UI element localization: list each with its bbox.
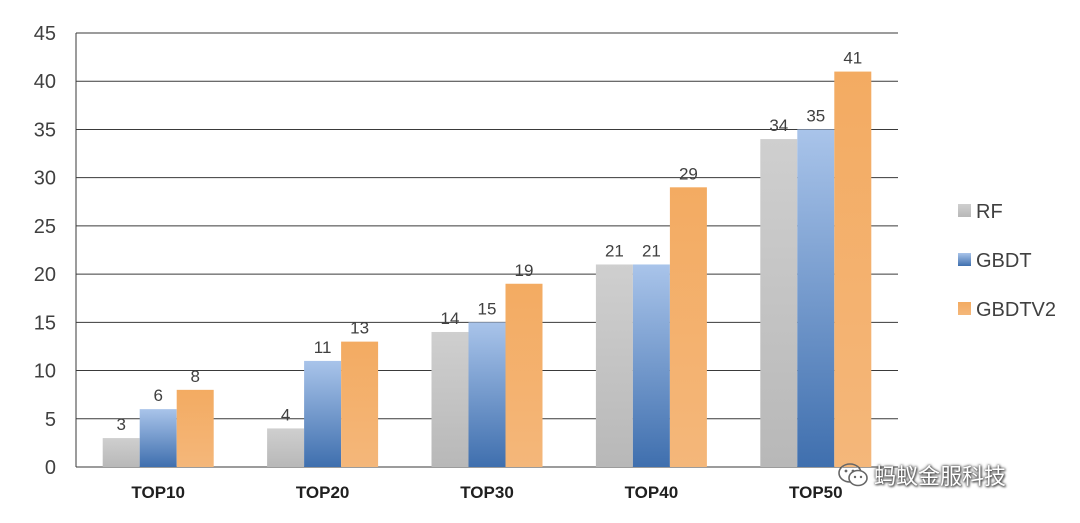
x-tick-label: TOP30 xyxy=(460,483,514,502)
x-tick-label: TOP10 xyxy=(131,483,185,502)
bar-rf-top40 xyxy=(595,264,633,467)
axes-group: 0 5 10 15 20 25 30 35 40 45 TOP10 TOP20 TOP30 TOP40 TO… xyxy=(34,23,843,502)
bars-group xyxy=(102,71,872,468)
y-tick-label: 0 xyxy=(45,457,56,479)
data-label: 6 xyxy=(153,386,162,405)
data-label: 34 xyxy=(769,116,788,135)
bar-gbdt-top40 xyxy=(632,264,670,467)
bar-rf-top50 xyxy=(760,139,798,468)
watermark-text: 蚂蚁金服科技 xyxy=(874,465,1007,490)
legend-swatch-rf xyxy=(958,204,971,217)
data-label: 13 xyxy=(350,319,369,338)
bar-rf-top10 xyxy=(102,438,140,467)
bar-gbdtv2-top20 xyxy=(341,341,379,467)
bar-gbdtv2-top50 xyxy=(834,71,872,468)
data-label: 14 xyxy=(441,309,460,328)
bar-gbdt-top50 xyxy=(797,129,835,467)
bar-rf-top20 xyxy=(267,428,305,467)
bar-gbdt-top10 xyxy=(139,409,177,467)
legend: RF GBDT GBDTV2 xyxy=(958,201,1056,321)
y-tick-label: 45 xyxy=(34,23,56,45)
legend-label-rf: RF xyxy=(976,201,1003,223)
legend-swatch-gbdt xyxy=(958,253,971,266)
y-tick-label: 10 xyxy=(34,361,56,383)
bar-gbdtv2-top30 xyxy=(505,283,543,467)
x-tick-label: TOP20 xyxy=(296,483,350,502)
data-label: 21 xyxy=(642,241,661,260)
y-tick-label: 30 xyxy=(34,168,56,190)
data-label: 29 xyxy=(679,164,698,183)
data-label: 4 xyxy=(281,405,290,424)
x-tick-label: TOP50 xyxy=(789,483,843,502)
bar-gbdt-top30 xyxy=(468,322,506,467)
bar-gbdt-top20 xyxy=(304,360,342,467)
y-tick-label: 15 xyxy=(34,312,56,334)
legend-swatch-gbdtv2 xyxy=(958,302,971,315)
data-label: 8 xyxy=(190,367,199,386)
data-label: 21 xyxy=(605,241,624,260)
data-label: 35 xyxy=(806,106,825,125)
bar-gbdtv2-top40 xyxy=(669,187,707,468)
data-label: 11 xyxy=(314,338,332,357)
x-tick-label: TOP40 xyxy=(625,483,679,502)
wechat-icon xyxy=(838,462,868,488)
watermark: 蚂蚁金服科技 xyxy=(838,458,1006,492)
y-tick-label: 25 xyxy=(34,216,56,238)
bar-rf-top30 xyxy=(431,331,469,467)
legend-label-gbdtv2: GBDTV2 xyxy=(976,299,1056,321)
data-labels-group: 3 6 8 4 11 13 14 15 19 21 21 29 34 35 41 xyxy=(116,49,862,434)
y-tick-label: 20 xyxy=(34,264,56,286)
data-label: 3 xyxy=(116,415,125,434)
data-label: 19 xyxy=(515,261,534,280)
data-label: 15 xyxy=(478,299,497,318)
y-tick-label: 40 xyxy=(34,71,56,93)
y-tick-label: 5 xyxy=(45,409,56,431)
legend-label-gbdt: GBDT xyxy=(976,250,1032,272)
y-tick-label: 35 xyxy=(34,119,56,141)
bar-gbdtv2-top10 xyxy=(176,389,214,467)
data-label: 41 xyxy=(843,49,862,68)
